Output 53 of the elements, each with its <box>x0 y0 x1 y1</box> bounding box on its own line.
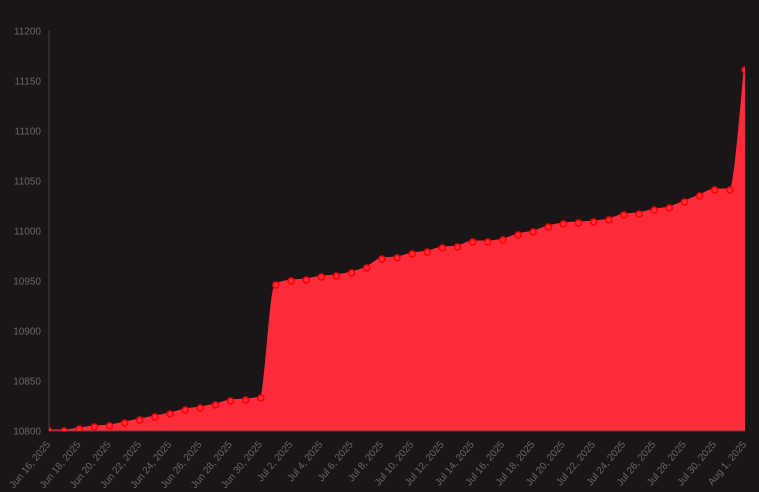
y-tick-label: 11100 <box>14 126 42 138</box>
point <box>196 404 204 412</box>
point <box>484 238 492 246</box>
point <box>212 401 220 409</box>
point <box>529 228 537 236</box>
point <box>514 231 522 239</box>
point <box>680 198 688 206</box>
point <box>106 422 114 430</box>
y-tick-label: 11000 <box>14 226 42 238</box>
point <box>574 219 582 227</box>
point <box>348 269 356 277</box>
point <box>650 206 658 214</box>
point <box>181 406 189 414</box>
y-tick-label: 10800 <box>13 426 42 438</box>
y-tick-label: 10900 <box>13 326 42 338</box>
point <box>544 223 552 231</box>
y-tick-label: 10950 <box>13 276 42 288</box>
point <box>605 216 613 224</box>
point <box>302 276 310 284</box>
y-tick-label: 11150 <box>14 76 42 88</box>
y-tick-label: 10850 <box>13 376 42 388</box>
point <box>408 250 416 258</box>
point <box>272 281 280 289</box>
point <box>318 273 326 281</box>
point <box>120 419 128 427</box>
point <box>666 204 674 212</box>
point <box>76 425 84 431</box>
point <box>287 277 295 285</box>
point <box>242 396 250 404</box>
point <box>499 236 507 244</box>
point <box>90 423 98 431</box>
point <box>620 211 628 219</box>
point <box>332 272 340 280</box>
y-tick-label: 11200 <box>14 26 42 38</box>
point <box>696 192 704 200</box>
point <box>590 218 598 226</box>
point <box>378 255 386 263</box>
point <box>454 243 462 251</box>
point <box>726 186 734 194</box>
point <box>151 413 159 421</box>
point <box>166 410 174 418</box>
point <box>468 238 476 246</box>
point <box>362 264 370 272</box>
point <box>710 186 718 194</box>
point <box>393 254 401 262</box>
point <box>635 210 643 218</box>
point <box>438 244 446 252</box>
point <box>226 397 234 405</box>
point <box>136 416 144 424</box>
point <box>424 248 432 256</box>
point <box>560 220 568 228</box>
y-tick-label: 11050 <box>14 176 42 188</box>
point <box>257 394 265 402</box>
